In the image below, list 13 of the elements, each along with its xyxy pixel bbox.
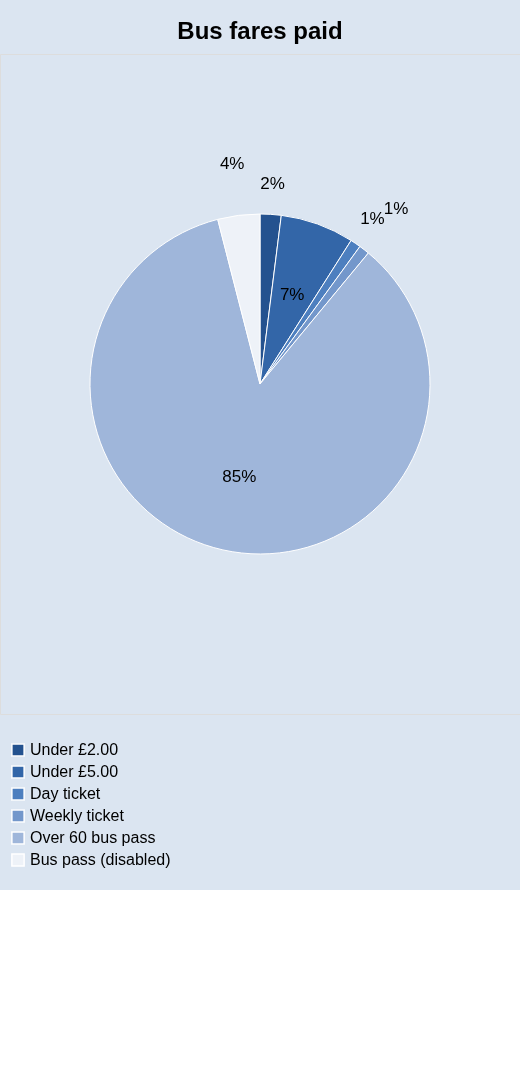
- legend-label: Day ticket: [30, 785, 101, 802]
- data-label: 4%: [219, 153, 245, 173]
- legend-label: Over 60 bus pass: [30, 829, 156, 846]
- legend-label: Under £5.00: [30, 763, 119, 780]
- data-label: 1%: [383, 198, 409, 218]
- legend-label: Weekly ticket: [30, 807, 125, 824]
- data-label: 1%: [360, 208, 385, 228]
- legend-label: Under £2.00: [30, 741, 119, 758]
- legend-label: Bus pass (disabled): [30, 851, 171, 868]
- chart-title: Bus fares paid: [177, 17, 343, 44]
- data-label: 2%: [260, 174, 285, 194]
- data-label: 7%: [279, 284, 305, 304]
- data-label: 85%: [222, 466, 257, 486]
